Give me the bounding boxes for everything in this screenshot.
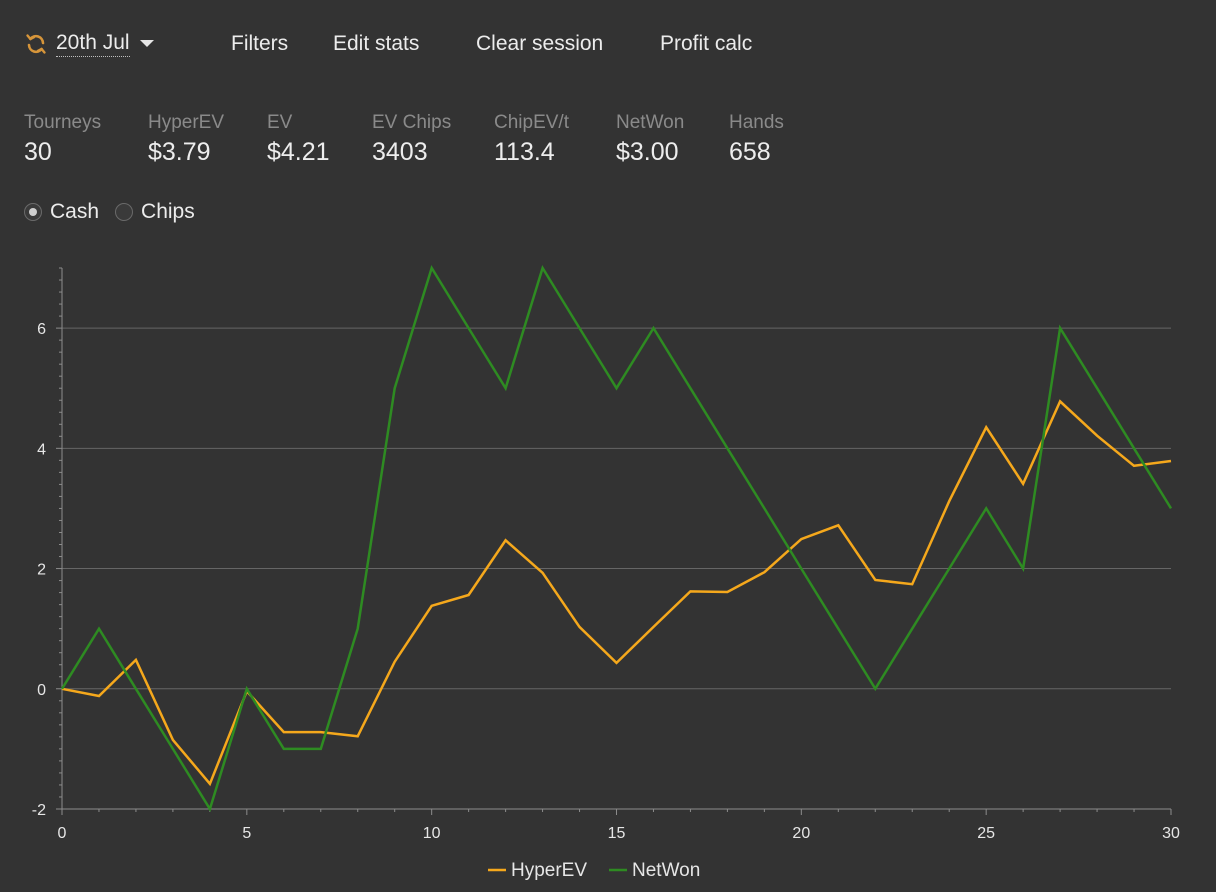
stat-label: Tourneys <box>24 112 102 133</box>
stat-label: EV <box>267 112 293 133</box>
series-line-hyperev <box>61 399 1172 787</box>
x-tick-label: 20 <box>792 825 810 842</box>
stat-value: $3.00 <box>616 138 679 166</box>
edit-stats-button[interactable]: Edit stats <box>333 32 420 55</box>
x-tick-label: 15 <box>608 825 626 842</box>
legend-label-netwon: NetWon <box>632 860 700 881</box>
stat-label: ChipEV/t <box>494 112 569 133</box>
stat-label: HyperEV <box>148 112 225 133</box>
x-tick-label: 0 <box>58 825 67 842</box>
x-tick-label: 30 <box>1162 825 1180 842</box>
x-tick-label: 10 <box>423 825 441 842</box>
refresh-icon[interactable] <box>24 32 48 56</box>
chips-radio[interactable]: Chips <box>115 200 195 224</box>
radio-circle[interactable] <box>24 203 42 221</box>
toolbar: 20th Jul Filters Edit stats Clear sessio… <box>0 0 1216 90</box>
chevron-down-icon[interactable] <box>139 40 154 47</box>
y-tick-label: 2 <box>37 562 46 579</box>
y-tick-label: 6 <box>37 321 46 338</box>
stat-value: 3403 <box>372 138 428 166</box>
stat-value: $4.21 <box>267 138 330 166</box>
stat-hyperev: HyperEV $3.79 <box>148 110 224 168</box>
mode-selector: Cash Chips <box>24 200 211 224</box>
stat-label: NetWon <box>616 112 685 133</box>
date-picker[interactable]: 20th Jul <box>24 30 154 57</box>
y-tick-label: 0 <box>37 682 46 699</box>
radio-circle[interactable] <box>115 203 134 221</box>
stat-label: Hands <box>729 112 784 133</box>
y-tick-label: -2 <box>32 802 46 819</box>
stat-chipev-per-t: ChipEV/t 113.4 <box>494 110 569 168</box>
clear-session-button[interactable]: Clear session <box>476 32 604 55</box>
stat-hands: Hands 658 <box>729 110 784 168</box>
x-tick-label: 5 <box>242 825 251 842</box>
x-tick-label: 25 <box>977 825 995 842</box>
profit-calc-button[interactable]: Profit calc <box>660 32 753 55</box>
cash-radio[interactable]: Cash <box>24 200 99 224</box>
stat-value: 658 <box>729 138 771 166</box>
legend-label-hyperev: HyperEV <box>511 860 587 881</box>
stats-panel: Tourneys 30 HyperEV $3.79 EV $4.21 EV Ch… <box>0 110 900 170</box>
stat-ev: EV $4.21 <box>267 110 330 168</box>
stat-value: 30 <box>24 138 52 166</box>
profit-chart: -2 0 2 4 6 0 5 10 15 20 25 30 HyperEV NetWon <box>32 264 1180 881</box>
radio-label[interactable]: Chips <box>141 200 195 223</box>
stat-value: $3.79 <box>148 138 211 166</box>
series-line-netwon <box>60 264 1173 813</box>
stat-tourneys: Tourneys 30 <box>24 110 101 168</box>
radio-selected-dot <box>29 208 37 216</box>
stat-label: EV Chips <box>372 112 452 133</box>
date-label[interactable]: 20th Jul <box>56 30 130 57</box>
filters-button[interactable]: Filters <box>231 32 289 55</box>
stat-ev-chips: EV Chips 3403 <box>372 110 451 168</box>
y-tick-label: 4 <box>37 441 46 458</box>
stat-netwon: NetWon $3.00 <box>616 110 684 168</box>
stat-value: 113.4 <box>494 138 555 166</box>
radio-label[interactable]: Cash <box>50 200 100 223</box>
